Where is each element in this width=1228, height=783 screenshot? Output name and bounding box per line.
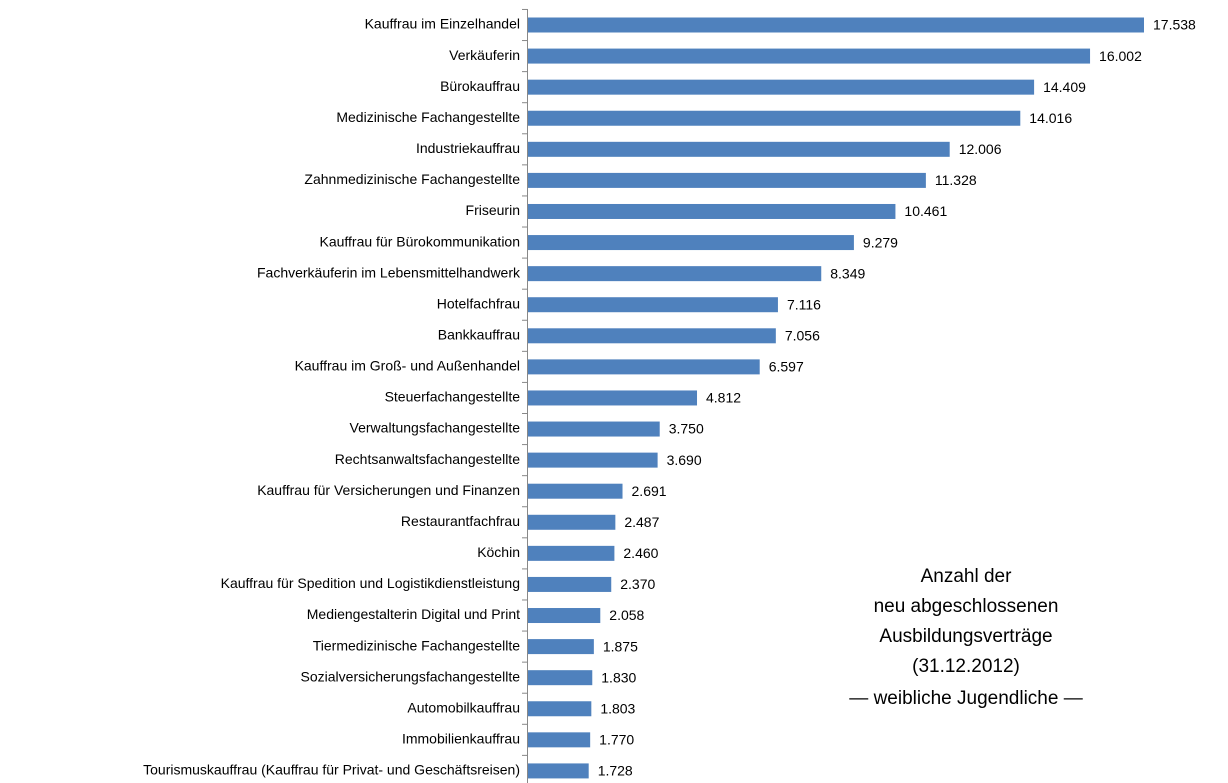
value-label: 1.770 (599, 732, 634, 748)
bar (528, 172, 926, 188)
value-label: 16.002 (1099, 48, 1142, 64)
value-label: 2.370 (620, 576, 655, 592)
value-label: 3.750 (669, 421, 704, 437)
value-label: 2.460 (623, 545, 658, 561)
value-label: 2.691 (632, 483, 667, 499)
value-label: 14.409 (1043, 79, 1086, 95)
bar (528, 701, 592, 717)
bar (528, 670, 593, 686)
category-label: Kauffrau für Versicherungen und Finanzen (257, 482, 520, 498)
value-label: 3.690 (667, 452, 702, 468)
category-label: Hotelfachfrau (437, 295, 520, 311)
bar (528, 328, 776, 344)
category-label: Rechtsanwaltsfachangestellte (335, 451, 520, 467)
annotation: neu abgeschlossenen (874, 596, 1059, 617)
category-label: Friseurin (466, 202, 520, 218)
value-label: 7.056 (785, 328, 820, 344)
bar (528, 421, 660, 437)
value-label: 7.116 (787, 296, 821, 312)
category-label: Fachverkäuferin im Lebensmittelhandwerk (257, 264, 521, 280)
value-label: 12.006 (959, 141, 1002, 157)
annotation: (31.12.2012) (912, 656, 1020, 677)
category-label: Automobilkauffrau (407, 699, 520, 715)
bar (528, 297, 778, 313)
value-label: 17.538 (1153, 17, 1196, 33)
bar (528, 266, 822, 282)
category-label: Zahnmedizinische Fachangestellte (304, 171, 520, 187)
bar (528, 763, 589, 779)
value-label: 4.812 (706, 390, 741, 406)
bar (528, 639, 594, 655)
value-label: 14.016 (1029, 110, 1072, 126)
category-label: Tourismuskauffrau (Kauffrau für Privat- … (143, 762, 520, 778)
category-label: Steuerfachangestellte (385, 389, 521, 405)
value-label: 11.328 (935, 172, 977, 188)
bar (528, 576, 612, 592)
category-label: Bürokauffrau (440, 78, 520, 94)
annotation: Anzahl der (921, 566, 1013, 587)
value-label: 6.597 (769, 359, 804, 375)
category-label: Immobilienkauffrau (402, 731, 520, 747)
category-label: Kauffrau im Einzelhandel (365, 16, 520, 32)
bar (528, 203, 896, 219)
value-label: 10.461 (904, 203, 947, 219)
category-label: Sozialversicherungsfachangestellte (301, 668, 521, 684)
bar (528, 514, 616, 530)
category-label: Köchin (477, 544, 520, 560)
bar (528, 608, 601, 624)
bar (528, 17, 1144, 33)
category-label: Verwaltungsfachangestellte (350, 420, 521, 436)
bar (528, 390, 698, 406)
bar (528, 48, 1091, 64)
bar (528, 79, 1035, 95)
category-label: Tiermedizinische Fachangestellte (313, 637, 520, 653)
category-label: Bankkauffrau (438, 327, 520, 343)
category-label: Restaurantfachfrau (401, 513, 520, 529)
bar (528, 545, 615, 561)
category-label: Medizinische Fachangestellte (336, 109, 520, 125)
bar (528, 359, 760, 375)
value-label: 8.349 (830, 265, 865, 281)
bar (528, 732, 591, 748)
bar (528, 483, 623, 499)
value-label: 1.728 (598, 763, 633, 779)
bar (528, 235, 854, 251)
value-label: 1.875 (603, 638, 638, 654)
annotation: Ausbildungsverträge (879, 626, 1052, 647)
category-label: Kauffrau für Bürokommunikation (319, 233, 520, 249)
category-label: Industriekauffrau (416, 140, 520, 156)
category-label: Kauffrau im Groß- und Außenhandel (295, 358, 520, 374)
value-label: 2.487 (624, 514, 659, 530)
bar (528, 141, 950, 157)
bar (528, 452, 658, 468)
value-label: 9.279 (863, 234, 898, 250)
value-label: 1.830 (601, 669, 636, 685)
annotation: — weibliche Jugendliche — (849, 688, 1082, 709)
category-label: Verkäuferin (449, 47, 520, 63)
category-label: Kauffrau für Spedition und Logistikdiens… (221, 575, 520, 591)
bar (528, 110, 1021, 126)
value-label: 2.058 (609, 607, 644, 623)
category-label: Mediengestalterin Digital und Print (307, 606, 520, 622)
value-label: 1.803 (600, 700, 635, 716)
